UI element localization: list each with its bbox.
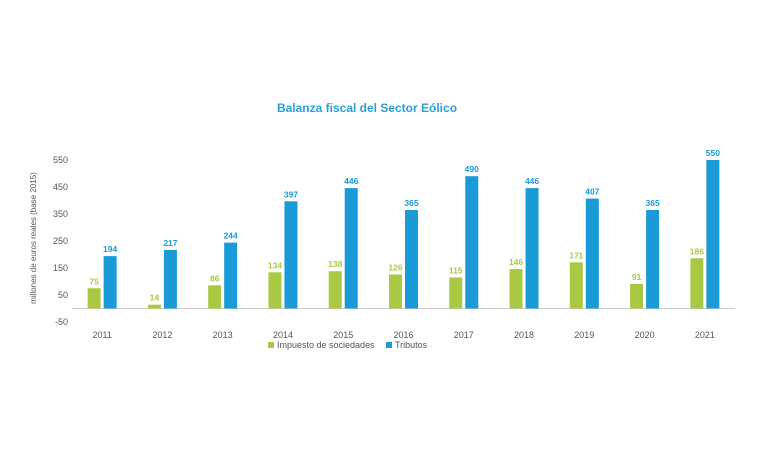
y-tick-label: 450 <box>53 182 68 192</box>
legend-swatch <box>268 342 274 348</box>
data-label: 446 <box>344 176 358 186</box>
y-tick-label: 350 <box>53 209 68 219</box>
bars <box>87 160 720 309</box>
bar <box>690 258 704 309</box>
data-label: 217 <box>163 238 177 248</box>
x-axis: 2011 2012 2013 2014 2015 2016 2017 2018 2019 2020… <box>92 330 714 340</box>
y-tick-label: 250 <box>53 236 68 246</box>
x-tick-label: 2014 <box>273 330 293 340</box>
bar <box>147 304 161 309</box>
x-tick-label: 2011 <box>92 330 111 340</box>
data-label: 75 <box>89 276 99 286</box>
bar <box>87 288 101 309</box>
bar <box>646 209 660 309</box>
bar <box>630 283 644 309</box>
data-label: 134 <box>268 260 282 270</box>
legend-label: Impuesto de sociedades <box>277 340 375 350</box>
bar <box>344 188 358 309</box>
bar <box>405 209 418 309</box>
data-label: 490 <box>465 164 479 174</box>
data-label: 365 <box>645 198 659 208</box>
data-label: 14 <box>150 293 160 303</box>
data-label: 244 <box>224 231 238 241</box>
bar <box>465 176 479 309</box>
x-tick-label: 2019 <box>574 330 594 340</box>
data-label: 86 <box>210 273 220 283</box>
legend-swatch <box>386 342 392 348</box>
data-label: 126 <box>388 262 402 272</box>
y-axis-label: millones de euros reales (base 2015) <box>29 172 38 304</box>
y-tick-label: 50 <box>58 290 68 300</box>
x-tick-label: 2012 <box>152 330 172 340</box>
data-labels: 75 194 14 217 86 244 134 397 138 446 126 365 115 490 1… <box>89 148 720 303</box>
chart-title: Balanza fiscal del Sector Eólico <box>277 101 457 115</box>
bar <box>328 271 342 309</box>
bar <box>284 201 298 309</box>
y-tick-label: 550 <box>53 155 68 165</box>
legend-label: Tributos <box>395 340 428 350</box>
data-label: 91 <box>632 272 642 282</box>
bar <box>163 249 177 309</box>
x-tick-label: 2020 <box>635 330 655 340</box>
data-label: 446 <box>525 176 539 186</box>
bar <box>509 269 523 309</box>
legend: Impuesto de sociedades Tributos <box>268 340 428 350</box>
bar <box>585 198 599 309</box>
x-tick-label: 2018 <box>514 330 534 340</box>
x-tick-label: 2017 <box>454 330 474 340</box>
bar <box>208 285 222 309</box>
bar <box>224 242 238 309</box>
x-tick-label: 2015 <box>333 330 353 340</box>
data-label: 171 <box>569 250 583 260</box>
bar <box>268 272 282 309</box>
bar <box>569 262 583 309</box>
bar <box>449 277 463 309</box>
x-tick-label: 2013 <box>213 330 233 340</box>
y-tick-label: 150 <box>53 263 68 273</box>
x-tick-label: 2021 <box>695 330 715 340</box>
data-label: 138 <box>328 259 342 269</box>
data-label: 550 <box>706 148 720 158</box>
data-label: 407 <box>585 187 599 197</box>
data-label: 397 <box>284 189 298 199</box>
data-label: 365 <box>404 198 418 208</box>
data-label: 194 <box>103 244 117 254</box>
x-tick-label: 2016 <box>393 330 413 340</box>
data-label: 115 <box>449 265 463 275</box>
data-label: 186 <box>690 246 704 256</box>
data-label: 146 <box>509 257 523 267</box>
bar <box>525 188 539 309</box>
bar <box>706 160 720 309</box>
y-axis: 550 450 350 250 150 50 -50 <box>53 155 68 327</box>
y-tick-label: -50 <box>55 317 68 327</box>
bar <box>389 274 402 309</box>
bar <box>103 256 117 309</box>
